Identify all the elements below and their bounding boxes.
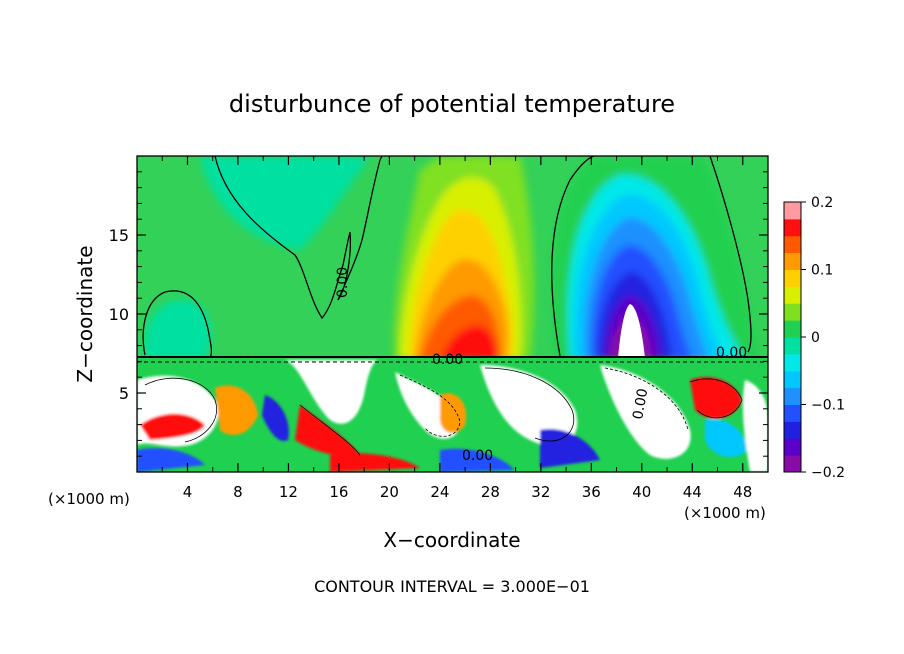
- lower-blue-bottom: [440, 448, 515, 472]
- colorbar-block: [784, 370, 801, 389]
- colorbar-block: [784, 387, 801, 405]
- x-tick-label: 20: [380, 483, 399, 501]
- y-axis-label: Z−coordinate: [73, 245, 97, 382]
- lower-red-mid: [295, 405, 360, 457]
- colorbar-tick-label: −0.2: [811, 465, 845, 481]
- x-tick-label: 32: [531, 483, 550, 501]
- colorbar-tick-label: −0.1: [811, 398, 845, 414]
- colorbar-block: [784, 202, 801, 220]
- lower-orange-left: [215, 385, 258, 435]
- colorbar-block: [784, 235, 801, 254]
- y-tick-label: 10: [109, 305, 129, 324]
- lower-contour-1: [144, 377, 217, 443]
- contour-zero-left: [214, 156, 383, 320]
- chart-title: disturbunce of potential temperature: [229, 90, 675, 118]
- colorbar-block: [784, 438, 801, 456]
- contour-label: 0.00: [432, 352, 463, 368]
- plot-area: 0.00 0.00 0.00 0.00 0.00: [137, 156, 768, 472]
- y-tick-label: 5: [119, 384, 129, 403]
- lower-red-right: [690, 376, 742, 419]
- colorbar-block: [784, 252, 801, 270]
- contour-label: 0.00: [462, 448, 493, 464]
- contour-zero-right: [551, 156, 595, 357]
- x-tick-label: 24: [430, 483, 449, 501]
- x-tick-label: 12: [279, 483, 298, 501]
- colorbar-block: [784, 303, 801, 321]
- x-axis-label: X−coordinate: [383, 528, 520, 552]
- colorbar-block: [784, 353, 801, 372]
- upper-contours: [142, 156, 752, 358]
- cool-region-left: [200, 156, 370, 250]
- lower-red-left: [140, 413, 205, 440]
- colorbar-block: [784, 320, 801, 338]
- lower-contour-3: [484, 367, 575, 442]
- lower-orange-vortex: [439, 393, 467, 433]
- lower-red-bottom: [330, 453, 420, 472]
- x-tick-label: 36: [582, 483, 601, 501]
- colorbar-tick-label: 0: [811, 330, 820, 346]
- x-tick-label: 4: [183, 483, 193, 501]
- lower-field: [137, 356, 768, 472]
- x-unit-left: (×1000 m): [48, 490, 130, 508]
- x-tick-label: 28: [481, 483, 500, 501]
- y-tick-label: 15: [109, 226, 129, 245]
- contour-zero-lowleft: [142, 290, 213, 358]
- x-tick-label: 40: [632, 483, 651, 501]
- colorbar-block: [784, 337, 801, 355]
- warm-plume-core: [440, 325, 498, 360]
- colorbar-block: [784, 286, 801, 304]
- x-tick-label: 16: [329, 483, 348, 501]
- x-unit-right: (×1000 m): [684, 504, 766, 522]
- lower-blue-right: [540, 429, 600, 468]
- lower-contour-6: [689, 378, 743, 419]
- colorbar-block: [784, 404, 801, 422]
- colorbar-tick-label: 0.1: [811, 263, 833, 279]
- colorbar-block: [784, 421, 801, 439]
- colorbar-block: [784, 269, 801, 287]
- colorbar-block: [784, 218, 801, 237]
- colorbar-ticks: 0.2 0.1 0 −0.1 −0.2: [801, 195, 845, 481]
- contour-interval-footer: CONTOUR INTERVAL = 3.000E−01: [314, 577, 590, 596]
- lower-contours: [144, 367, 743, 456]
- colorbar-blocks: [784, 202, 801, 473]
- contour-zero-farright: [709, 156, 752, 353]
- cool-region-low-left: [144, 299, 212, 360]
- contour-label: 0.00: [335, 267, 351, 298]
- lower-white-right: [480, 365, 578, 446]
- lower-white-mid: [285, 360, 378, 424]
- contour-labels: 0.00 0.00 0.00 0.00 0.00: [335, 267, 747, 464]
- colorbar-block: [784, 455, 801, 473]
- x-tick-label: 44: [683, 483, 702, 501]
- colorbar: 0.2 0.1 0 −0.1 −0.2: [783, 195, 845, 481]
- x-tick-label: 8: [233, 483, 243, 501]
- upper-field: [137, 156, 768, 472]
- colorbar-tick-label: 0.2: [811, 195, 833, 211]
- lower-white-farright: [600, 365, 691, 459]
- cold-plume-saturated: [618, 304, 645, 358]
- lower-white-edge: [742, 380, 768, 472]
- x-tick-label: 48: [733, 483, 752, 501]
- lower-contour-5: [299, 404, 361, 456]
- lower-blue-mid: [262, 395, 289, 441]
- contour-label: 0.00: [716, 345, 747, 361]
- lower-cyan-right: [705, 419, 748, 457]
- lower-contour-4: [604, 367, 689, 431]
- contour-label: 0.00: [630, 387, 651, 420]
